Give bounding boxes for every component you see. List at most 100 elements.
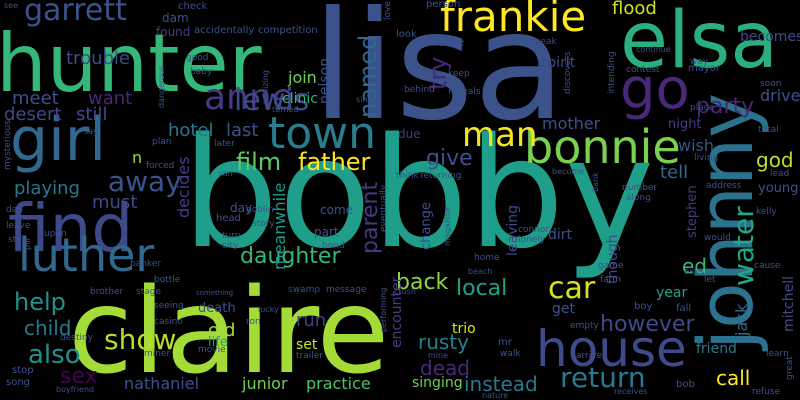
word-seeing: seeing [154, 301, 184, 311]
word-set: set [296, 337, 318, 353]
word-beach: beach [468, 267, 493, 276]
word-nature: nature [482, 391, 509, 400]
word-walk: walk [500, 349, 521, 359]
word-show: show [104, 323, 177, 356]
word-movie: movie [198, 345, 226, 355]
word-instead: instead [464, 372, 538, 396]
word-city: city [222, 241, 239, 251]
word-destiny: destiny [60, 333, 93, 343]
word-end: end [528, 67, 545, 77]
word-great: great [785, 356, 795, 380]
word-still: still [76, 104, 108, 125]
word-reveals: reveals [448, 87, 481, 97]
word-daughter: daughter [240, 244, 341, 269]
word-however: however [600, 312, 695, 337]
word-leave: leave [6, 221, 31, 231]
word-mine: mine [428, 351, 449, 360]
word-continue: continue [636, 45, 671, 54]
word-forced: forced [146, 161, 175, 171]
word-girl: girl [10, 105, 107, 175]
word-dirt: dirt [548, 227, 573, 243]
word-refuse: refuse [752, 387, 781, 397]
word-old: old [208, 320, 236, 341]
word-clinic: clinic [282, 91, 318, 107]
word-lewis: lewis [234, 83, 310, 118]
word-change: change [419, 202, 434, 250]
word-desert: desert [4, 104, 62, 125]
word-bank: bank [591, 172, 600, 192]
word-good: good [186, 53, 209, 63]
word-baby: baby [190, 67, 213, 77]
word-love: love [383, 1, 393, 20]
word-contest: contest [626, 65, 660, 75]
word-nelson: nelson [317, 57, 333, 104]
word-receives: receives [614, 387, 648, 396]
word-hunter: hunter [0, 17, 262, 110]
word-mr: mr [498, 337, 512, 348]
word-night: night [668, 117, 702, 132]
word-think: think [396, 171, 419, 181]
word-bobby: bobby [182, 105, 655, 282]
word-fall: fall [676, 303, 692, 314]
word-dam: dam [162, 11, 189, 25]
word-accidentally: accidentally [194, 25, 255, 36]
word-soon: soon [760, 79, 782, 89]
word-year: year [656, 285, 688, 301]
word-competition: competition [258, 25, 318, 36]
word-spirit: spirit [540, 55, 576, 71]
word-sneak: sneak [530, 37, 557, 47]
word-let: let [704, 275, 716, 285]
word-mayor: mayor [688, 63, 721, 74]
word-nathaniel: nathaniel [124, 374, 200, 393]
word-brother: brother [90, 287, 124, 297]
word-performing: performing [379, 287, 388, 332]
word-later: later [214, 139, 235, 149]
word-boy: boy [634, 301, 653, 312]
word-give: give [426, 146, 473, 171]
word-upon: upon [44, 229, 67, 239]
word-drive: drive [760, 86, 800, 105]
word-place: place [690, 103, 715, 113]
word-would: would [704, 233, 731, 243]
word-town: town [268, 108, 377, 159]
word-call: call [716, 366, 751, 390]
word-party: party [696, 94, 755, 119]
word-magazine: magazine [443, 206, 452, 246]
word-stop: stop [12, 365, 34, 376]
word-playing: playing [14, 178, 80, 199]
word-young: young [758, 181, 799, 196]
word-head: head [216, 213, 241, 224]
word-named: named [354, 34, 382, 118]
word-join: join [288, 68, 317, 87]
word-run: run [296, 310, 327, 331]
word-game: game [598, 261, 624, 271]
word-banker: banker [130, 259, 162, 269]
word-cause: cause [754, 261, 781, 271]
word-turn: turn [222, 231, 241, 241]
word-ron: ron [246, 317, 261, 327]
word-death: death [198, 301, 236, 316]
word-stephen: stephen [685, 185, 700, 238]
word-story: story [252, 219, 275, 229]
word-want: want [88, 88, 133, 109]
word-something: something [196, 289, 234, 297]
word-arrives: arrives [576, 351, 607, 361]
word-anne: anne [204, 77, 294, 118]
word-song: song [6, 377, 31, 388]
word-junior: junior [242, 374, 288, 393]
word-bond: bond [322, 241, 345, 251]
word-part: part [314, 225, 339, 239]
word-asks: asks [684, 267, 705, 277]
word-practice: practice [306, 374, 371, 393]
word-tell: tell [660, 162, 689, 183]
word-go: go [620, 57, 690, 122]
word-mysterious: mysterious [3, 120, 13, 170]
word-day: day [230, 201, 253, 215]
word-claire: claire [68, 262, 390, 400]
word-person: person [426, 0, 461, 10]
word-living: living [694, 153, 719, 163]
word-behind: behind [404, 85, 435, 95]
word-jack: jack [732, 303, 751, 336]
word-lucky: lucky [258, 305, 279, 314]
word-address: address [706, 181, 742, 191]
